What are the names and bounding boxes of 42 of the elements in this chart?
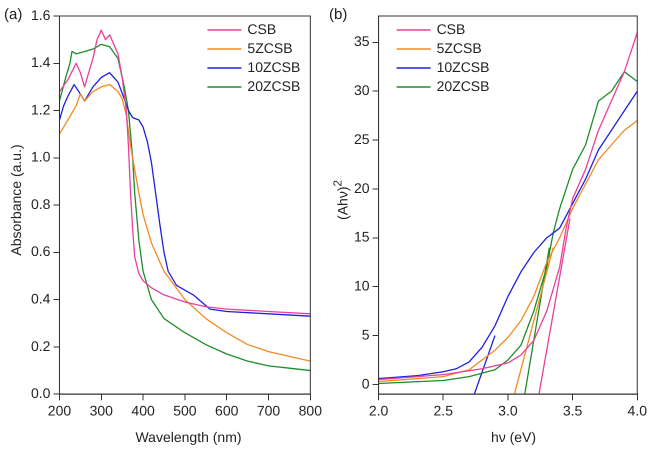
- y-tick-label: 0.2: [30, 338, 51, 354]
- legend-label: 20ZCSB: [436, 78, 490, 94]
- legend-label: CSB: [247, 20, 276, 37]
- y-tick-label: 0.6: [30, 243, 51, 260]
- y-tick-label: 0: [362, 375, 370, 392]
- x-tick-label: 300: [90, 402, 114, 418]
- chart-title: (b): [329, 6, 348, 23]
- x-tick-label: 3.5: [562, 402, 583, 418]
- y-axis-title: Absorbance (a.u.): [8, 144, 24, 256]
- y-tick-label: 0.4: [30, 290, 51, 307]
- x-tick-label: 4.0: [628, 402, 648, 418]
- y-tick-label: 1.6: [30, 6, 51, 23]
- y-tick-label: 15: [354, 228, 370, 245]
- y-tick-label: 1.2: [30, 101, 51, 118]
- legend-label: 5ZCSB: [247, 40, 293, 56]
- y-tick-label: 0.8: [30, 196, 51, 212]
- x-tick-label: 200: [48, 402, 72, 418]
- legend-label: CSB: [436, 20, 466, 37]
- y-tick-label: 1.4: [30, 54, 51, 70]
- legend-label: 10ZCSB: [247, 58, 300, 75]
- y-tick-label: 25: [354, 130, 370, 147]
- x-tick-label: 2.0: [368, 402, 389, 418]
- x-axis-title: hν (eV): [490, 429, 536, 445]
- chart-title: (a): [4, 6, 22, 23]
- y-tick-label: 5: [362, 326, 370, 342]
- x-tick-label: 400: [131, 402, 155, 418]
- x-tick-label: 600: [215, 402, 239, 418]
- y-tick-label: 30: [354, 82, 370, 98]
- y-tick-label: 0.0: [30, 385, 51, 402]
- legend-label: 10ZCSB: [436, 58, 490, 75]
- legend-label: 20ZCSB: [247, 78, 300, 94]
- x-tick-label: 2.5: [434, 402, 454, 418]
- x-tick-label: 700: [256, 402, 280, 418]
- x-tick-label: 3.0: [498, 402, 518, 418]
- y-tick-label: 20: [354, 180, 370, 196]
- x-tick-label: 500: [173, 402, 197, 418]
- x-tick-label: 800: [298, 402, 322, 418]
- y-tick-label: 35: [354, 33, 370, 50]
- legend-label: 5ZCSB: [436, 40, 482, 56]
- y-tick-label: 10: [354, 278, 370, 294]
- x-axis-title: Wavelength (nm): [135, 429, 242, 445]
- y-tick-label: 1.0: [30, 148, 51, 165]
